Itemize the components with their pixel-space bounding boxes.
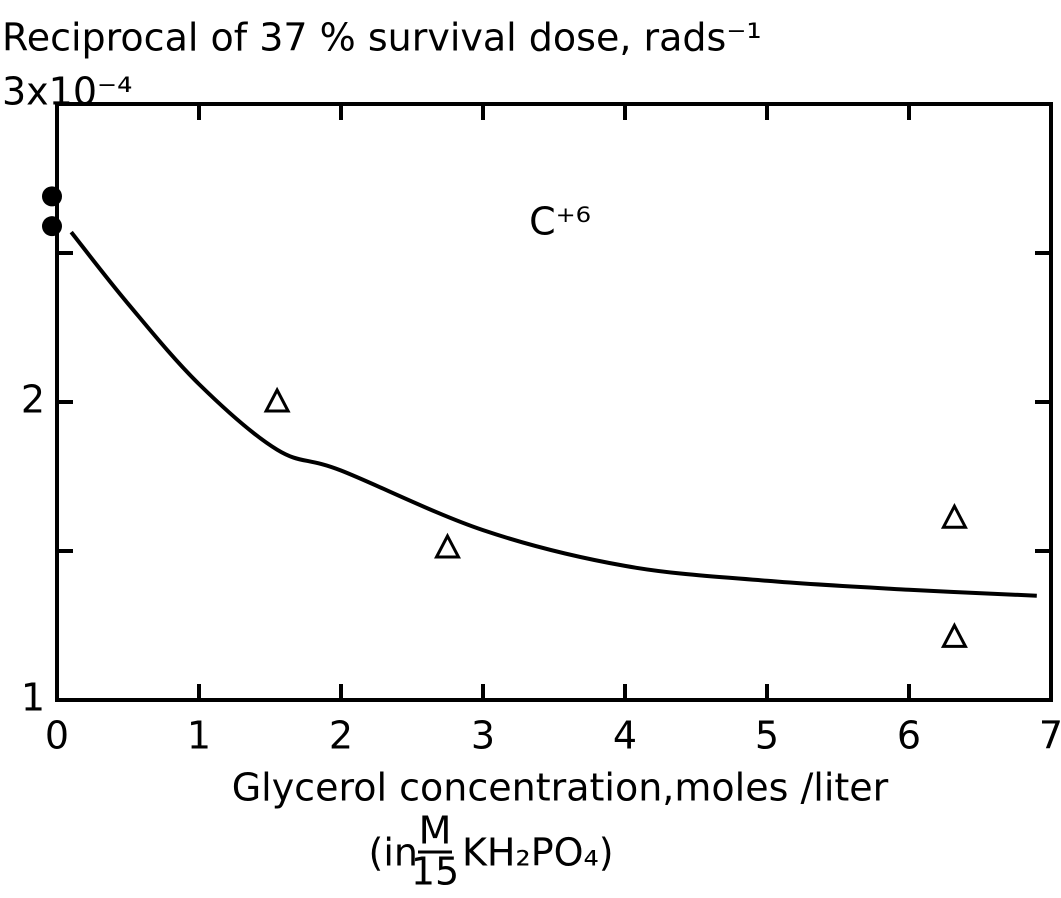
y-tick-label: 1 [21, 676, 45, 720]
x-tick-label: 1 [187, 714, 211, 758]
x-tick-label: 0 [45, 714, 69, 758]
data-point [263, 386, 291, 413]
x-tick-label: 2 [329, 714, 353, 758]
x-tick-label: 4 [613, 714, 637, 758]
fit-curve [69, 230, 1037, 598]
data-point [940, 622, 968, 648]
x-tick-label: 3 [471, 714, 495, 758]
y-axis-title: Reciprocal of 37 % survival dose, rads⁻¹ [2, 16, 762, 60]
x-tick-label: 7 [1039, 714, 1061, 758]
x-tick-label: 5 [755, 714, 779, 758]
x-label-note: M [419, 809, 452, 853]
data-point [42, 216, 62, 237]
y-tick-label: 2 [21, 378, 45, 422]
plot-frame [55, 102, 1053, 702]
annotation: C⁺⁶ [529, 200, 591, 244]
data-point [940, 502, 968, 529]
x-label-note: KH₂PO₄) [462, 831, 614, 875]
data-point [42, 186, 62, 207]
data-point [434, 532, 461, 559]
x-tick-label: 6 [897, 714, 921, 758]
x-label-note: (in [369, 831, 418, 875]
x-label-note: 15 [411, 850, 459, 894]
y-tick-label: 3x10⁻⁴ [2, 70, 132, 114]
x-axis-title: Glycerol concentration,moles /liter [232, 766, 889, 810]
